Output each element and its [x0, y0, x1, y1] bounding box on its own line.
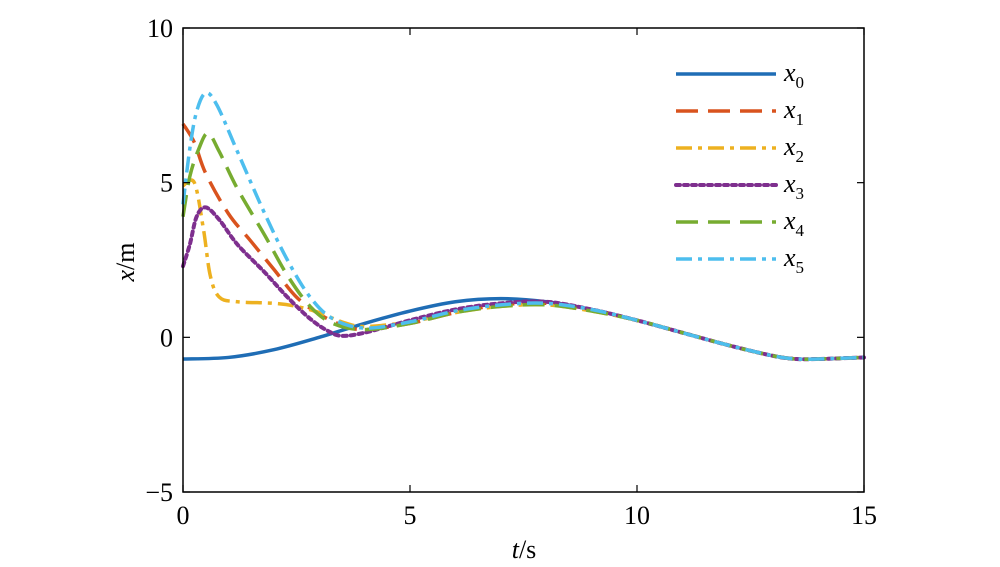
y-axis-label: x/m: [111, 243, 140, 283]
legend-label-x1: x1: [783, 95, 804, 129]
x-tick-label: 15: [851, 501, 877, 530]
series-line-x3: [181, 205, 866, 362]
x-tick-label: 10: [624, 501, 650, 530]
legend-label-x2: x2: [783, 132, 804, 166]
x-axis-label: t/s: [512, 535, 537, 564]
series-line-x1: [181, 122, 865, 362]
y-tick-label: 5: [160, 169, 173, 198]
series-layer: [181, 91, 866, 362]
legend-label-x5: x5: [783, 243, 804, 277]
axes-frame: [182, 27, 865, 493]
y-tick-label: 0: [160, 323, 173, 352]
series-line-x5: [181, 91, 865, 362]
series-line-x4: [181, 131, 865, 362]
y-tick-label: −5: [145, 478, 173, 507]
series-line-x0: [182, 296, 865, 362]
x-tick-label: 5: [404, 501, 417, 530]
legend-label-x0: x0: [783, 58, 804, 92]
legend-label-x4: x4: [783, 206, 805, 240]
y-tick-label: 10: [147, 14, 173, 43]
x-tick-label: 0: [177, 501, 190, 530]
legend-label-x3: x3: [783, 169, 804, 203]
